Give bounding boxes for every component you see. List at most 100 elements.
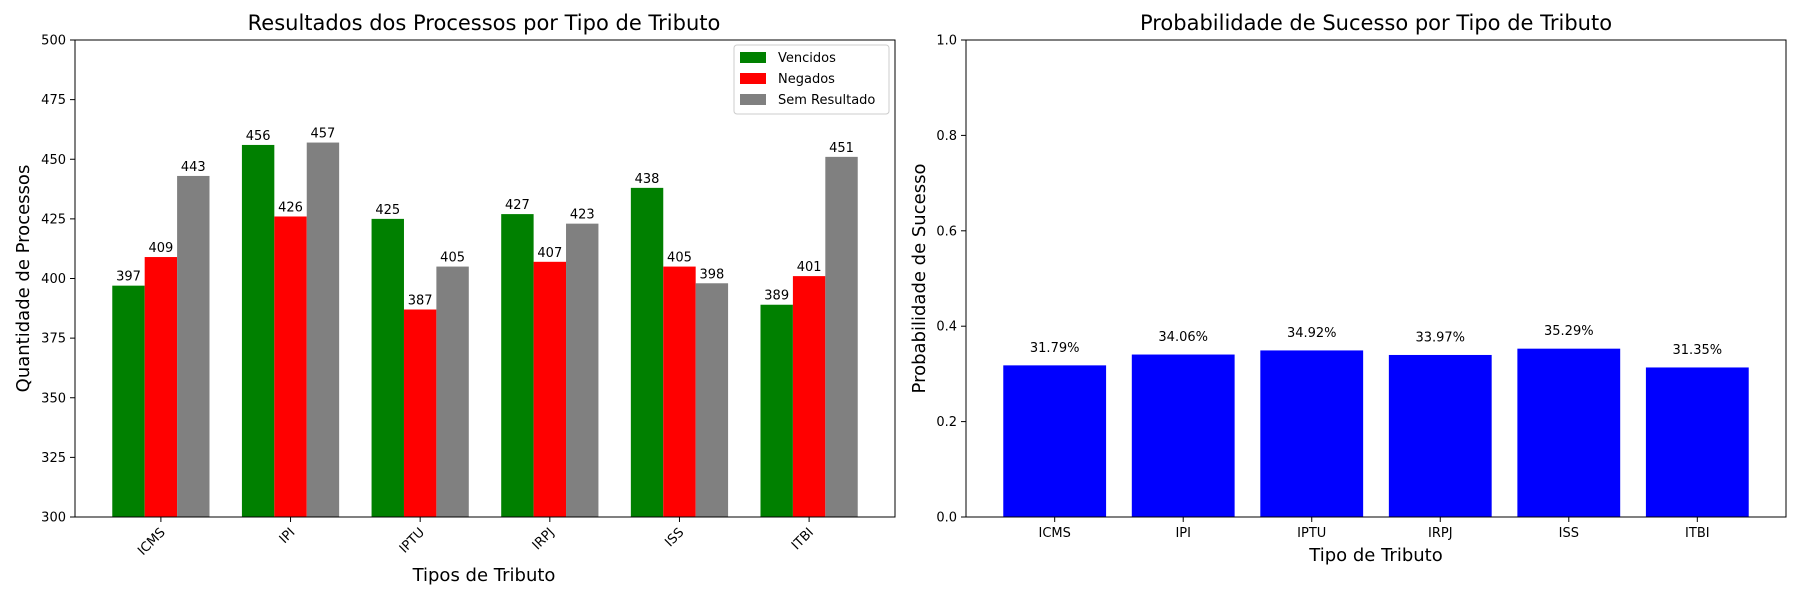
x-tick-label-ipi: IPI xyxy=(1175,526,1191,541)
x-tick-label-itbi: ITBI xyxy=(1685,526,1710,541)
legend-label-negados: Negados xyxy=(778,72,835,87)
bar-probabilidade-icms xyxy=(1003,365,1107,517)
y-tick-label: 500 xyxy=(41,34,66,49)
y-tick-label: 0.8 xyxy=(936,129,957,144)
bar-probabilidade-iss xyxy=(1517,348,1621,517)
data-label-probabilidade-iptu: 34.92% xyxy=(1287,326,1337,341)
y-tick-label: 300 xyxy=(41,511,66,526)
bar-negados-iss xyxy=(663,266,696,517)
data-label-negados-ipi: 426 xyxy=(278,200,303,215)
y-tick-label: 425 xyxy=(41,212,66,227)
x-tick-label-itbi: ITBI xyxy=(789,525,817,553)
chart-left-axes-frame xyxy=(74,39,896,518)
chart-right-xlabel: Tipo de Tributo xyxy=(1308,545,1442,566)
data-label-vencidos-icms: 397 xyxy=(116,270,141,285)
chart-left-ylabel: Quantidade de Processos xyxy=(13,165,34,393)
chart-right-bars xyxy=(1003,348,1749,517)
x-tick-label-icms: ICMS xyxy=(135,525,169,559)
y-tick-label: 325 xyxy=(41,451,66,466)
y-tick-label: 475 xyxy=(41,93,66,108)
data-label-negados-iptu: 387 xyxy=(408,294,433,309)
legend-swatch-negados xyxy=(740,73,766,84)
data-label-sem-resultado-icms: 443 xyxy=(181,160,206,175)
x-tick-label-irpj: IRPJ xyxy=(530,525,558,553)
data-label-probabilidade-icms: 31.79% xyxy=(1030,341,1080,356)
bar-probabilidade-iptu xyxy=(1260,350,1364,517)
data-label-sem-resultado-ipi: 457 xyxy=(311,127,336,142)
bar-negados-ipi xyxy=(274,216,307,518)
bar-vencidos-itbi xyxy=(760,304,793,517)
bar-sem-resultado-iss xyxy=(695,283,729,517)
bar-sem-resultado-icms xyxy=(177,175,210,517)
bar-probabilidade-irpj xyxy=(1388,354,1492,517)
chart-right-axes-frame xyxy=(965,39,1787,518)
legend-swatch-vencidos xyxy=(740,52,766,63)
bar-sem-resultado-ipi xyxy=(306,142,340,517)
data-label-negados-iss: 405 xyxy=(667,251,692,266)
bar-sem-resultado-irpj xyxy=(566,223,599,517)
y-tick-label: 0.2 xyxy=(936,415,957,430)
y-tick-label: 0.6 xyxy=(936,224,957,239)
chart-left-title: Resultados dos Processos por Tipo de Tri… xyxy=(248,11,721,35)
x-tick-label-icms: ICMS xyxy=(1038,526,1070,541)
bar-vencidos-icms xyxy=(112,285,145,517)
chart-left: Resultados dos Processos por Tipo de Tri… xyxy=(13,11,896,586)
y-tick-label: 400 xyxy=(41,272,66,287)
y-tick-label: 1.0 xyxy=(936,34,957,49)
y-tick-label: 450 xyxy=(41,153,66,168)
bar-negados-irpj xyxy=(533,261,567,517)
x-tick-label-iptu: IPTU xyxy=(1297,526,1326,541)
chart-left-x-axis: ICMS IPI IPTU IRPJ ISS ITBI xyxy=(135,517,817,559)
legend-frame xyxy=(733,44,890,115)
chart-right-y-axis: 0.0 0.2 0.4 0.6 0.8 1.0 xyxy=(936,34,966,526)
data-label-probabilidade-itbi: 31.35% xyxy=(1673,343,1723,358)
bar-vencidos-irpj xyxy=(501,214,534,518)
bar-sem-resultado-iptu xyxy=(436,266,469,517)
bar-vencidos-iss xyxy=(630,187,664,517)
data-label-sem-resultado-irpj: 423 xyxy=(570,208,595,223)
x-tick-label-iss: ISS xyxy=(1559,526,1579,541)
data-label-vencidos-ipi: 456 xyxy=(246,129,271,144)
y-tick-label: 375 xyxy=(41,332,66,347)
bar-probabilidade-ipi xyxy=(1131,354,1235,517)
chart-left-legend: Vencidos Negados Sem Resultado xyxy=(733,44,890,115)
bar-negados-icms xyxy=(144,257,178,517)
legend-swatch-sem-resultado xyxy=(740,94,766,105)
chart-left-y-axis: 300 325 350 375 400 425 450 475 500 xyxy=(41,34,75,526)
y-tick-label: 0.4 xyxy=(936,320,957,335)
bar-probabilidade-itbi xyxy=(1645,367,1749,517)
legend-label-vencidos: Vencidos xyxy=(778,51,836,66)
data-label-vencidos-itbi: 389 xyxy=(764,289,789,304)
y-tick-label: 350 xyxy=(41,391,66,406)
legend-label-sem-resultado: Sem Resultado xyxy=(778,93,875,108)
chart-left-data-labels: 397 456 425 427 438 389 409 426 387 407 405 401 443 4… xyxy=(116,127,854,309)
bar-vencidos-iptu xyxy=(371,218,404,517)
data-label-probabilidade-irpj: 33.97% xyxy=(1415,330,1465,345)
data-label-sem-resultado-itbi: 451 xyxy=(829,141,854,156)
data-label-negados-icms: 409 xyxy=(148,241,173,256)
y-tick-label: 0.0 xyxy=(936,511,957,526)
data-label-negados-itbi: 401 xyxy=(797,260,822,275)
chart-left-bars xyxy=(112,142,858,518)
data-label-negados-irpj: 407 xyxy=(537,246,562,261)
chart-right-title: Probabilidade de Sucesso por Tipo de Tri… xyxy=(1140,11,1612,35)
chart-right-ylabel: Probabilidade de Sucesso xyxy=(909,164,930,394)
bar-vencidos-ipi xyxy=(241,144,275,517)
data-label-vencidos-iptu: 425 xyxy=(375,203,400,218)
bar-negados-itbi xyxy=(792,276,826,517)
bar-sem-resultado-itbi xyxy=(825,156,858,518)
data-label-vencidos-iss: 438 xyxy=(635,172,660,187)
x-tick-label-iss: ISS xyxy=(662,525,687,550)
chart-right: Probabilidade de Sucesso por Tipo de Tri… xyxy=(909,11,1787,566)
data-label-vencidos-irpj: 427 xyxy=(505,198,530,213)
x-tick-label-irpj: IRPJ xyxy=(1428,526,1453,541)
chart-right-x-axis: ICMS IPI IPTU IRPJ ISS ITBI xyxy=(1038,517,1710,541)
data-label-sem-resultado-iptu: 405 xyxy=(440,251,465,266)
data-label-probabilidade-ipi: 34.06% xyxy=(1158,330,1208,345)
x-tick-label-ipi: IPI xyxy=(277,525,299,547)
x-tick-label-iptu: IPTU xyxy=(397,525,428,556)
data-label-sem-resultado-iss: 398 xyxy=(699,267,724,282)
chart-right-data-labels: 31.79% 34.06% 34.92% 33.97% 35.29% 31.35% xyxy=(1030,324,1722,358)
